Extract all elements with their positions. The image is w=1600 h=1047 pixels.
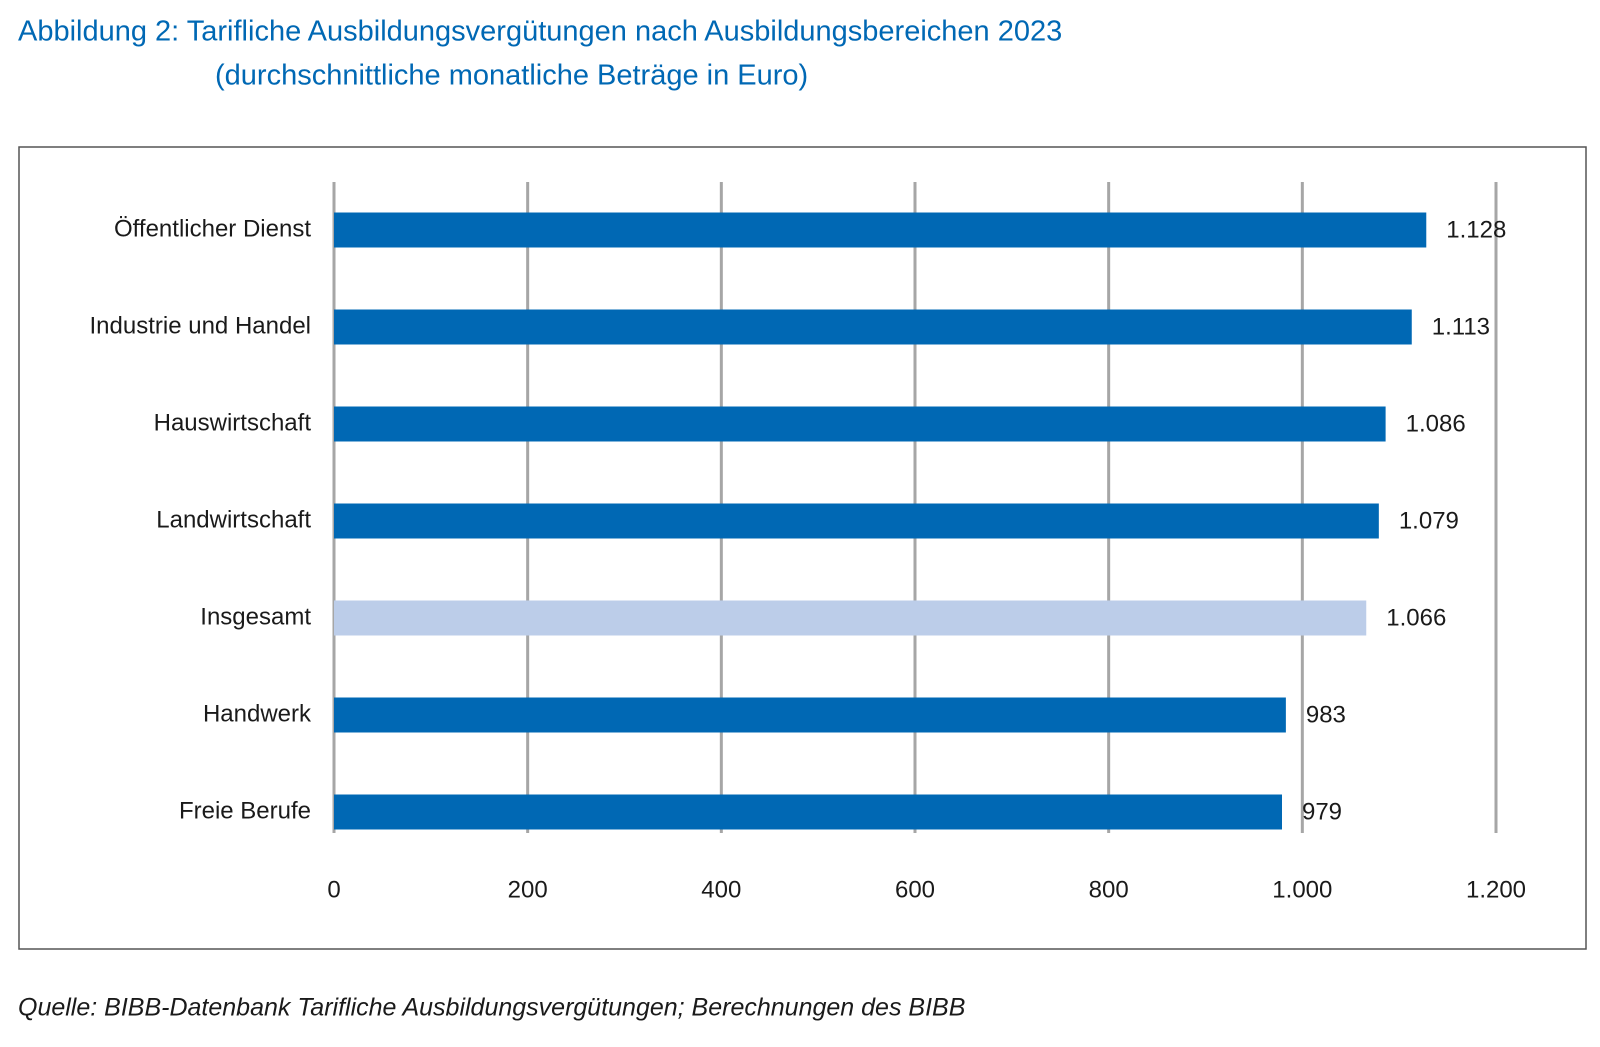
bar [334, 794, 1282, 830]
y-tick-label: Hauswirtschaft [154, 409, 312, 436]
value-label: 979 [1302, 798, 1342, 825]
x-tick-label: 1.000 [1272, 876, 1332, 903]
x-tick-label: 1.200 [1466, 876, 1526, 903]
chart-title: Abbildung 2: Tarifliche Ausbildungsvergü… [18, 16, 1062, 48]
y-tick-label: Öffentlicher Dienst [114, 215, 311, 242]
x-tick-label: 600 [895, 876, 935, 903]
value-label: 1.079 [1399, 507, 1459, 534]
source-note: Quelle: BIBB-Datenbank Tarifliche Ausbil… [18, 994, 965, 1022]
bar [334, 309, 1412, 345]
bar [334, 212, 1427, 248]
chart-frame [18, 146, 1587, 950]
value-label: 1.128 [1446, 216, 1506, 243]
x-tick-label: 200 [508, 876, 548, 903]
y-tick-label: Freie Berufe [179, 797, 311, 824]
y-tick-label: Handwerk [203, 700, 312, 727]
x-tick-label: 800 [1089, 876, 1129, 903]
y-tick-label: Landwirtschaft [156, 506, 311, 533]
value-label: 1.086 [1406, 410, 1466, 437]
y-tick-label: Insgesamt [200, 603, 311, 630]
bar [334, 406, 1386, 442]
value-label: 983 [1306, 701, 1346, 728]
x-tick-label: 0 [327, 876, 340, 903]
bar [334, 600, 1367, 636]
value-label: 1.066 [1386, 604, 1446, 631]
y-tick-label: Industrie und Handel [90, 312, 311, 339]
bar [334, 503, 1379, 539]
x-tick-label: 400 [701, 876, 741, 903]
chart-subtitle: (durchschnittliche monatliche Beträge in… [215, 60, 808, 92]
bar [334, 697, 1286, 733]
value-label: 1.113 [1432, 313, 1490, 340]
